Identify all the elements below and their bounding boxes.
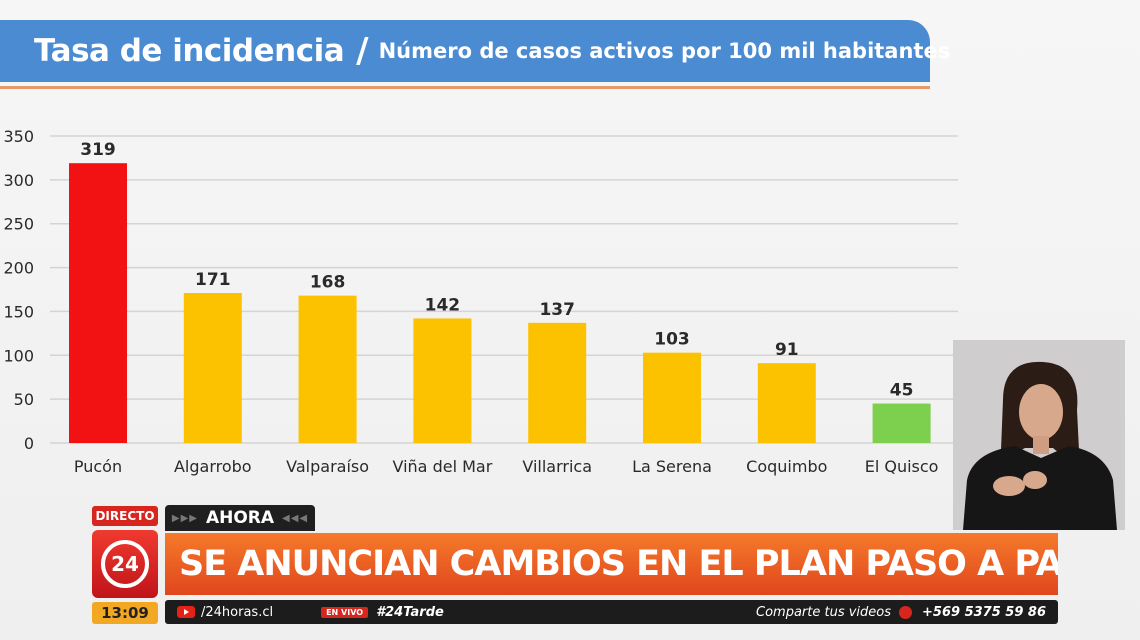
x-tick-label: El Quisco [865,457,939,476]
y-tick-label: 200 [3,259,34,278]
whatsapp-icon [899,605,913,619]
x-tick-label: Viña del Mar [393,457,493,476]
bar [872,403,931,443]
data-label: 137 [539,300,575,320]
bar [528,322,587,443]
title-separator: / [356,31,369,71]
y-tick-label: 150 [3,302,34,321]
data-label: 103 [654,330,690,350]
bar [757,363,816,443]
channel-logo-text: 24 [101,540,149,588]
data-label: 91 [775,340,799,360]
youtube-icon [177,606,195,618]
slide-title: Tasa de incidencia [34,33,345,69]
y-tick-label: 300 [3,171,34,190]
share-text: Comparte tus videos [756,604,892,620]
chevrons-left-icon: ▶▶▶ [171,512,198,524]
x-tick-label: La Serena [632,457,712,476]
channel-logo: 24 [92,530,158,598]
live-badge: DIRECTO [92,506,158,526]
y-tick-label: 100 [3,346,34,365]
news-headline: SE ANUNCIAN CAMBIOS EN EL PLAN PASO A PA… [165,533,1058,595]
chevrons-right-icon: ◀◀◀ [282,512,309,524]
clock: 13:09 [92,602,158,624]
data-label: 45 [890,381,914,401]
sign-language-interpreter [953,340,1125,530]
y-tick-label: 350 [3,127,34,146]
slide-subtitle: Número de casos activos por 100 mil habi… [378,39,951,63]
bar [69,163,127,443]
now-label-text: AHORA [205,508,275,528]
phone-number: +569 5375 59 86 [922,604,1046,620]
y-tick-label: 0 [24,434,34,453]
x-tick-label: Coquimbo [746,457,827,476]
slide-title-bar: Tasa de incidencia / Número de casos act… [0,20,950,82]
bar-chart: 0 50 100 150 200 250 300 350 319 Pucón 171 Algarrob… [3,127,958,476]
bar [643,352,701,443]
bar [413,318,472,443]
hashtag-text: #24Tarde [376,604,444,620]
bar [298,295,357,443]
title-divider [0,86,930,89]
y-tick-label: 250 [3,215,34,234]
x-tick-label: Pucón [74,457,122,476]
now-label: ▶▶▶ AHORA ◀◀◀ [165,505,315,531]
data-label: 142 [425,295,461,315]
website-text: /24horas.cl [201,604,274,620]
data-label: 171 [195,270,231,290]
en-vivo-badge: EN VIVO [321,606,369,618]
data-label: 319 [80,140,116,160]
info-bar: /24horas.cl EN VIVO #24Tarde Comparte tu… [165,600,1058,624]
bar [183,293,242,443]
x-tick-label: Villarrica [522,457,592,476]
data-label: 168 [310,273,346,293]
x-tick-label: Algarrobo [174,457,252,476]
x-tick-label: Valparaíso [286,457,369,476]
y-tick-label: 50 [14,390,34,409]
